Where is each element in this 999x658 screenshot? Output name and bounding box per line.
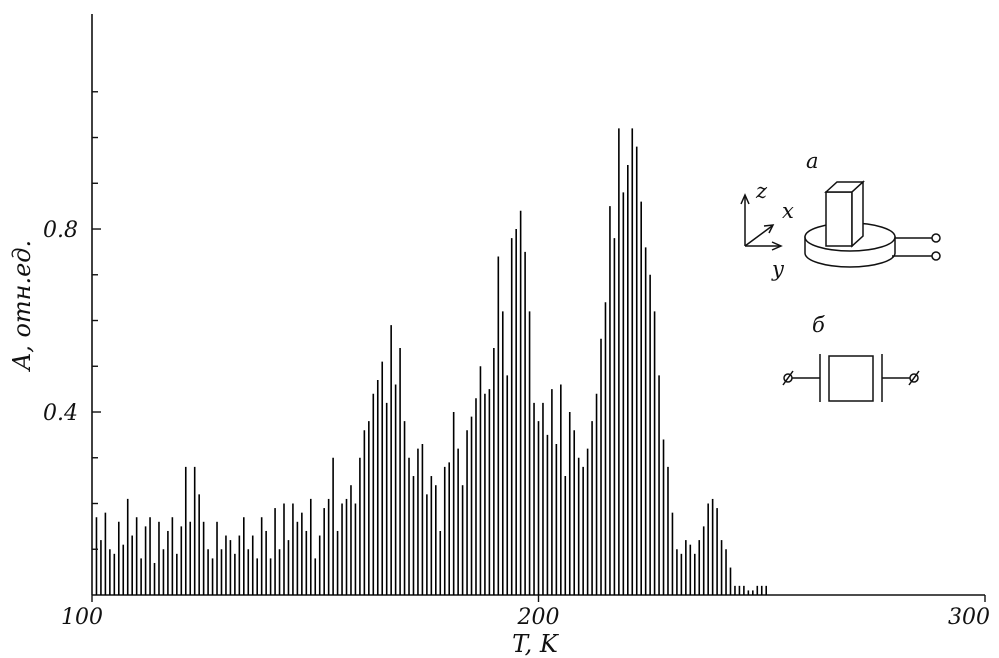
bars-group [95,128,768,595]
y-axis-label: A, отн.ед. [8,240,36,372]
y-axis-label-inset: y [771,257,785,281]
sample-front [825,191,853,247]
x-axis-arrow [744,225,773,247]
x-tick-label: 100 [61,605,103,630]
terminal-icon [931,251,941,261]
inset-b: б [782,313,920,402]
x-tick-label: 200 [517,605,560,630]
y-ticks-group: 0.4 0.8 [43,91,101,550]
y-tick-label: 0.8 [43,218,78,243]
inset-a-label: a [806,149,819,173]
terminal-icon [931,233,941,243]
inset-a: a z x y [740,149,941,281]
x-tick-label: 300 [948,605,990,630]
z-arrowhead-icon [740,193,750,205]
sample-side [851,180,864,248]
terminal-slash [908,370,920,386]
y-tick-label: 0.4 [43,401,78,426]
z-axis-label: z [755,179,768,203]
x-arrowhead-icon [763,224,775,234]
sample-body [828,355,874,402]
x-axis-label-inset: x [782,199,794,223]
inset-b-label: б [812,313,825,337]
y-arrowhead-icon [771,241,783,251]
terminal-slash [782,370,794,386]
x-axis-label: T, K [512,630,560,658]
x-ticks-group: 100 200 300 [61,595,990,630]
